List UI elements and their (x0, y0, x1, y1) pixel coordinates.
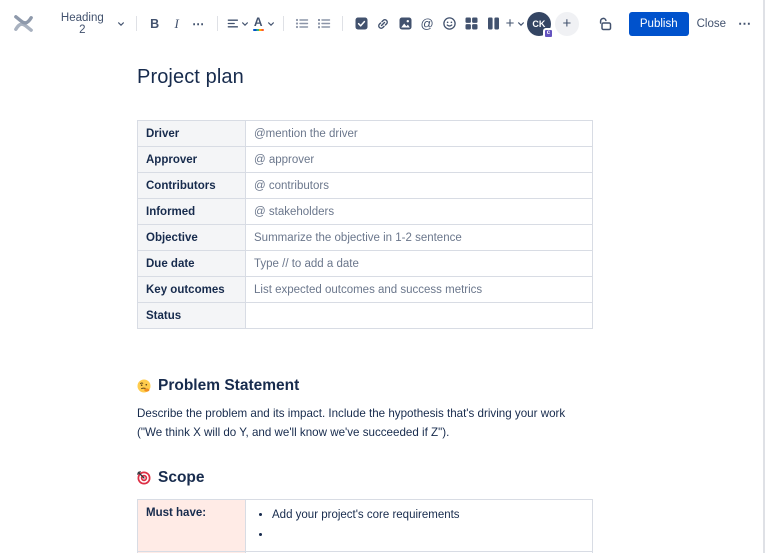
toolbar-divider (342, 16, 344, 31)
row-value[interactable]: @ stakeholders (245, 198, 593, 225)
row-label[interactable]: Approver (137, 146, 246, 173)
chevron-down-icon (518, 21, 525, 26)
user-avatar[interactable]: CK c (526, 11, 554, 39)
page-title[interactable]: Project plan (137, 66, 244, 88)
row-value[interactable]: Summarize the objective in 1-2 sentence (245, 224, 593, 251)
publish-button[interactable]: Publish (628, 11, 689, 36)
plus-icon: + (562, 15, 572, 32)
direct-hit-emoji (137, 471, 151, 485)
table-row: Must have: Add your project's core requi… (137, 499, 593, 552)
toolbar-right-group: CK c + Publish Close ⋯ (526, 11, 756, 39)
text-color-dropdown[interactable]: A (251, 12, 276, 36)
editor-content[interactable]: Project plan Driver @mention the driver … (137, 66, 593, 553)
table-row: Contributors @ contributors (137, 172, 593, 199)
alignment-dropdown[interactable] (225, 12, 252, 36)
section-heading-scope[interactable]: Scope (137, 469, 593, 487)
row-label[interactable]: Contributors (137, 172, 246, 199)
image-icon (399, 17, 412, 30)
row-value[interactable]: @ approver (245, 146, 593, 173)
editor-toolbar: Heading 2 B I ⋯ A (0, 0, 768, 47)
chevron-down-icon (117, 21, 124, 26)
task-checkbox-icon (355, 17, 368, 30)
thinking-face-emoji (137, 379, 151, 393)
italic-button[interactable]: I (166, 12, 188, 36)
unlock-icon (600, 17, 612, 31)
invite-collaborator-button[interactable]: + (554, 11, 579, 36)
close-button[interactable]: Close (695, 12, 728, 36)
restrictions-button[interactable] (595, 12, 617, 36)
table-row: Driver @mention the driver (137, 120, 593, 147)
columns-layout-icon (487, 17, 499, 30)
mention-button[interactable]: @ (416, 12, 438, 36)
row-value[interactable]: @ contributors (245, 172, 593, 199)
section-title: Problem Statement (158, 377, 300, 394)
insert-dropdown[interactable]: + (504, 12, 527, 36)
more-formatting-button[interactable]: ⋯ (188, 12, 210, 36)
scrollbar-track[interactable] (763, 0, 765, 553)
scope-bullet[interactable]: Add your project's core requirements (272, 506, 584, 525)
link-icon (378, 18, 389, 29)
row-label[interactable]: Status (137, 302, 246, 329)
avatar-status-badge: c (542, 27, 554, 39)
table-row: Due date Type // to add a date (137, 250, 593, 277)
toolbar-divider (135, 16, 137, 31)
row-label[interactable]: Informed (137, 198, 246, 225)
image-button[interactable] (394, 12, 416, 36)
confluence-logo-icon (13, 13, 34, 34)
text-style-label: Heading 2 (60, 11, 104, 36)
scope-row-value[interactable]: Add anything you want but don't strictly… (245, 551, 593, 553)
link-button[interactable] (372, 12, 394, 36)
numbered-list-icon (318, 19, 331, 29)
problem-statement-body[interactable]: Describe the problem and its impact. Inc… (137, 407, 566, 439)
table-row: Informed @ stakeholders (137, 198, 593, 225)
more-options-button[interactable]: ⋯ (734, 12, 756, 36)
row-label[interactable]: Objective (137, 224, 246, 251)
scope-row-label[interactable]: Must have: (137, 499, 246, 552)
row-value[interactable]: Type // to add a date (245, 250, 593, 277)
section-heading-problem-statement[interactable]: Problem Statement (137, 377, 593, 395)
row-label[interactable]: Driver (137, 120, 246, 147)
table-row: Nice to have: Add anything you want but … (137, 551, 593, 553)
scope-row-value[interactable]: Add your project's core requirements (245, 499, 593, 552)
bold-button[interactable]: B (144, 12, 166, 36)
row-value[interactable]: @mention the driver (245, 120, 593, 147)
row-label[interactable]: Due date (137, 250, 246, 277)
row-value[interactable] (245, 302, 593, 329)
avatar-initials: CK (532, 18, 546, 29)
emoji-button[interactable] (438, 12, 460, 36)
section-title: Scope (158, 469, 205, 486)
numbered-list-button[interactable] (313, 12, 335, 36)
project-info-table[interactable]: Driver @mention the driver Approver @ ap… (137, 120, 593, 329)
text-color-icon: A (252, 16, 264, 32)
scope-table[interactable]: Must have: Add your project's core requi… (137, 499, 593, 553)
chevron-down-icon (267, 21, 274, 26)
bullet-list-button[interactable] (291, 12, 313, 36)
chevron-down-icon (242, 21, 249, 26)
toolbar-divider (283, 16, 285, 31)
table-row: Approver @ approver (137, 146, 593, 173)
table-row: Objective Summarize the objective in 1-2… (137, 224, 593, 251)
task-list-button[interactable] (350, 12, 372, 36)
toolbar-divider (216, 16, 218, 31)
text-style-dropdown[interactable]: Heading 2 (54, 12, 129, 36)
row-label[interactable]: Key outcomes (137, 276, 246, 303)
table-grid-icon (465, 17, 478, 30)
layouts-button[interactable] (482, 12, 504, 36)
table-row: Status (137, 302, 593, 329)
table-button[interactable] (460, 12, 482, 36)
align-left-icon (227, 19, 238, 28)
row-value[interactable]: List expected outcomes and success metri… (245, 276, 593, 303)
bullet-list-icon (296, 18, 309, 29)
scope-bullet[interactable] (272, 526, 584, 545)
plus-icon: + (505, 15, 515, 32)
table-row: Key outcomes List expected outcomes and … (137, 276, 593, 303)
emoji-smiley-icon (442, 17, 456, 30)
